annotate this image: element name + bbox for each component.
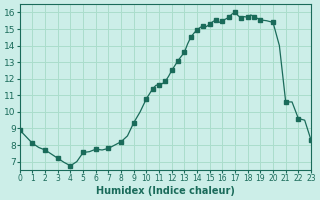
X-axis label: Humidex (Indice chaleur): Humidex (Indice chaleur) <box>96 186 235 196</box>
